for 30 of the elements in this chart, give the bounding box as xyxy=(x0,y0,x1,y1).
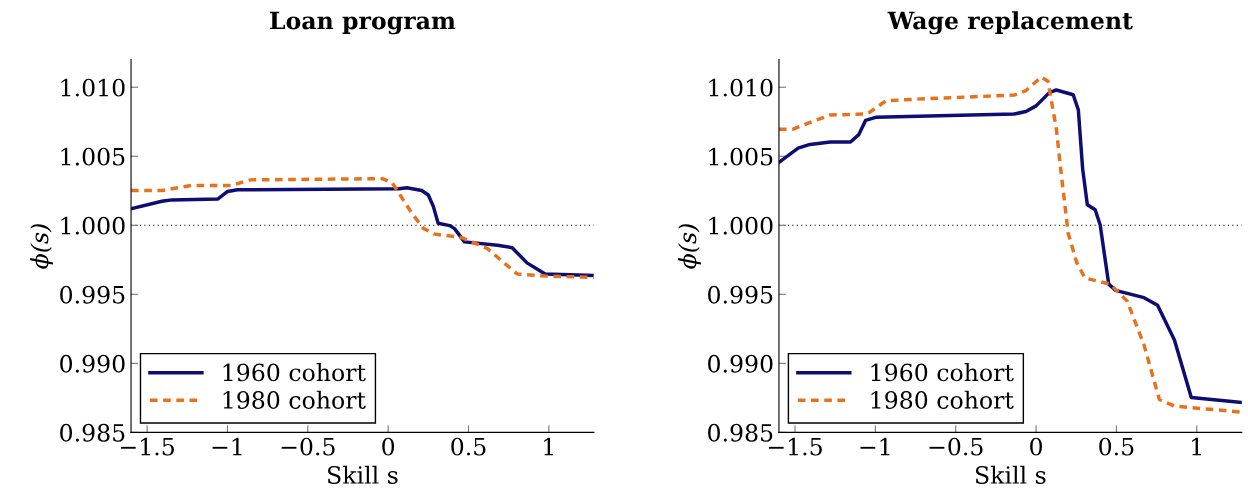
legend-label: 1960 cohort xyxy=(223,363,366,382)
y-axis-title: ϕ(s) xyxy=(678,224,701,269)
x-tick-label: −0.5 xyxy=(281,437,335,456)
x-tick-label: −1 xyxy=(212,437,242,456)
chart-title: Loan program xyxy=(270,11,456,35)
x-tick-label: 0.5 xyxy=(451,437,486,456)
x-tick-label: 1 xyxy=(544,437,553,456)
y-tick-label: 1.000 xyxy=(61,216,125,235)
legend-label: 1980 cohort xyxy=(871,390,1014,409)
x-tick-label: 1 xyxy=(1192,437,1201,456)
y-tick-label: 0.990 xyxy=(708,354,773,373)
x-tick-label: 0.5 xyxy=(1099,437,1134,456)
y-tick-label: 0.990 xyxy=(60,354,125,373)
y-tick-label: 1.005 xyxy=(61,147,125,166)
x-axis-title: Skill s xyxy=(975,465,1046,484)
x-tick-label: −1 xyxy=(860,437,890,456)
y-axis-title: ϕ(s) xyxy=(30,224,54,269)
y-tick-label: 1.010 xyxy=(709,78,773,97)
x-axis-title: Skill s xyxy=(328,465,398,484)
x-tick-label: −0.5 xyxy=(929,437,983,456)
y-tick-label: 0.995 xyxy=(60,285,125,304)
y-tick-label: 0.995 xyxy=(708,285,773,304)
x-tick-label: 0 xyxy=(1030,437,1043,456)
y-tick-label: 1.000 xyxy=(709,216,773,235)
y-tick-label: 1.010 xyxy=(61,78,125,97)
y-tick-label: 1.005 xyxy=(709,147,773,166)
legend-label: 1980 cohort xyxy=(223,390,366,409)
x-tick-label: 0 xyxy=(382,437,395,456)
legend-label: 1960 cohort xyxy=(871,363,1014,382)
chart-title: Wage replacement xyxy=(887,11,1133,35)
